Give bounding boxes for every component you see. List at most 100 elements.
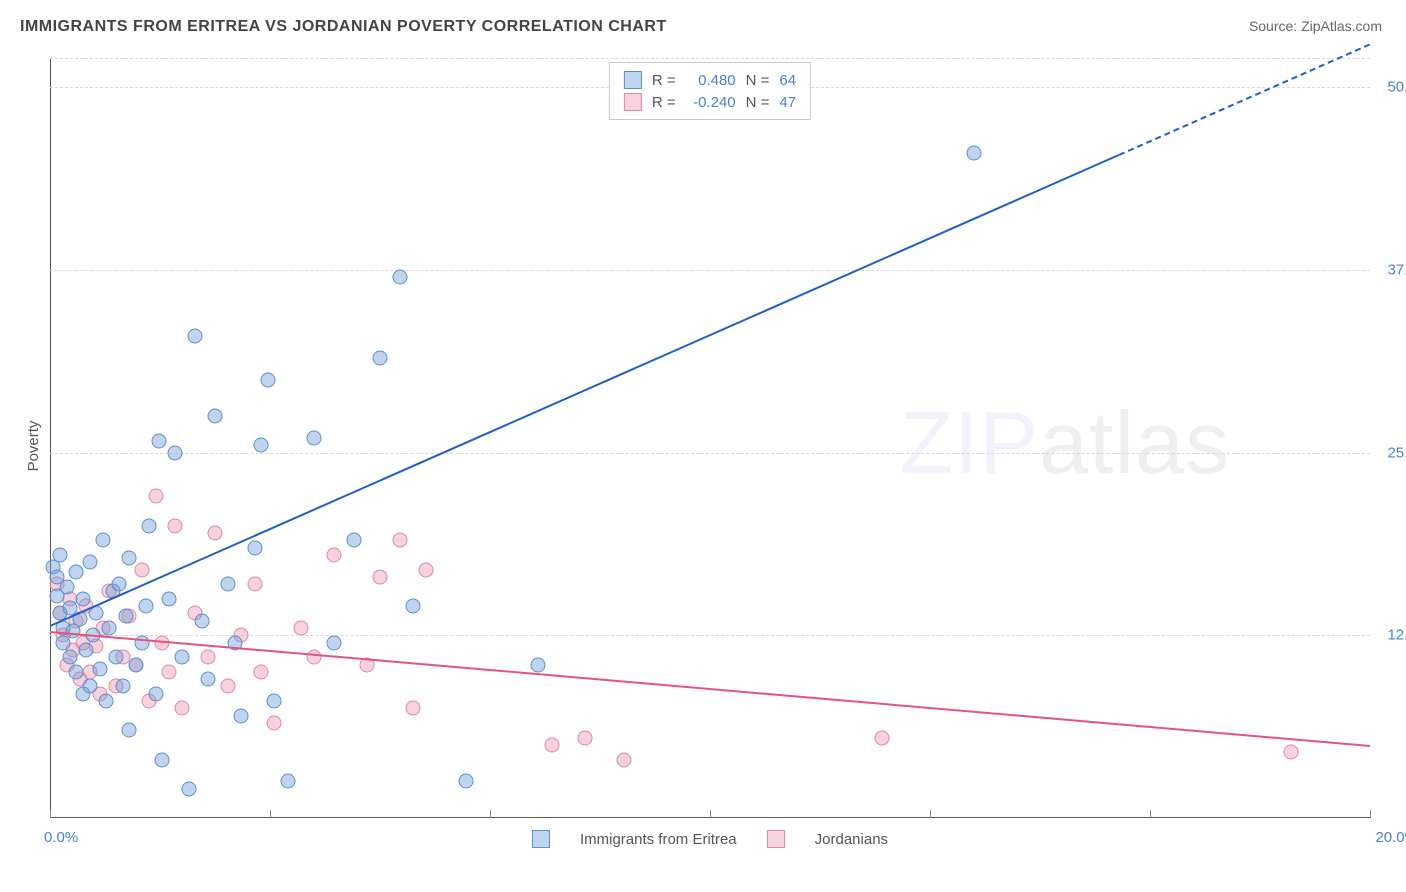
data-point-blue	[82, 555, 97, 570]
data-point-pink	[201, 650, 216, 665]
data-point-blue	[161, 591, 176, 606]
data-point-blue	[115, 679, 130, 694]
series-label-blue: Immigrants from Eritrea	[580, 831, 737, 848]
data-point-blue	[92, 661, 107, 676]
data-point-blue	[142, 518, 157, 533]
data-point-pink	[617, 752, 632, 767]
data-point-blue	[406, 599, 421, 614]
gridline-h	[50, 58, 1370, 59]
x-tick	[270, 810, 271, 818]
data-point-blue	[175, 650, 190, 665]
data-point-blue	[194, 613, 209, 628]
plot-surface: ZIPatlas 12.5%25.0%37.5%50.0%	[50, 58, 1370, 818]
gridline-h	[50, 270, 1370, 271]
data-point-pink	[419, 562, 434, 577]
data-point-blue	[62, 650, 77, 665]
data-point-blue	[967, 146, 982, 161]
data-point-pink	[406, 701, 421, 716]
legend-row-blue: R = 0.480 N = 64	[624, 69, 796, 91]
data-point-pink	[254, 664, 269, 679]
x-tick	[490, 810, 491, 818]
series-label-pink: Jordanians	[815, 831, 888, 848]
data-point-pink	[168, 518, 183, 533]
data-point-blue	[307, 431, 322, 446]
chart-area: ZIPatlas 12.5%25.0%37.5%50.0% R = 0.480 …	[50, 58, 1370, 818]
data-point-pink	[874, 730, 889, 745]
data-point-pink	[221, 679, 236, 694]
data-point-blue	[99, 694, 114, 709]
trend-line-blue-dash	[1119, 43, 1371, 155]
data-point-pink	[293, 621, 308, 636]
swatch-pink	[624, 93, 642, 111]
legend-r-label2: R =	[652, 94, 676, 111]
legend-row-pink: R = -0.240 N = 47	[624, 91, 796, 113]
legend-n-label: N =	[746, 72, 770, 89]
data-point-pink	[392, 533, 407, 548]
data-point-blue	[76, 591, 91, 606]
y-tick-label: 25.0%	[1387, 444, 1406, 461]
data-point-pink	[373, 569, 388, 584]
data-point-pink	[1283, 745, 1298, 760]
source-name: ZipAtlas.com	[1301, 18, 1382, 34]
y-axis-label: Poverty	[25, 421, 42, 472]
data-point-blue	[181, 781, 196, 796]
data-point-blue	[135, 635, 150, 650]
data-point-blue	[69, 565, 84, 580]
data-point-blue	[392, 270, 407, 285]
legend-r-label: R =	[652, 72, 676, 89]
data-point-blue	[52, 547, 67, 562]
legend-r-pink: -0.240	[686, 94, 736, 111]
data-point-blue	[280, 774, 295, 789]
data-point-pink	[161, 664, 176, 679]
legend-r-blue: 0.480	[686, 72, 736, 89]
x-tick	[710, 810, 711, 818]
data-point-pink	[175, 701, 190, 716]
legend-n-blue: 64	[779, 72, 796, 89]
data-point-blue	[531, 657, 546, 672]
y-tick-label: 50.0%	[1387, 79, 1406, 96]
data-point-pink	[326, 547, 341, 562]
correlation-legend: R = 0.480 N = 64 R = -0.240 N = 47	[609, 62, 811, 120]
data-point-blue	[221, 577, 236, 592]
data-point-blue	[148, 686, 163, 701]
x-tick	[50, 810, 51, 818]
x-tick	[930, 810, 931, 818]
data-point-blue	[254, 438, 269, 453]
legend-n-label2: N =	[746, 94, 770, 111]
data-point-blue	[59, 580, 74, 595]
data-point-pink	[135, 562, 150, 577]
series-legend: Immigrants from Eritrea Jordanians	[532, 830, 888, 848]
data-point-pink	[148, 489, 163, 504]
data-point-pink	[267, 716, 282, 731]
data-point-pink	[307, 650, 322, 665]
data-point-blue	[128, 657, 143, 672]
data-point-blue	[247, 540, 262, 555]
data-point-blue	[234, 708, 249, 723]
x-tick	[1370, 810, 1371, 818]
watermark-thin: atlas	[1039, 393, 1230, 492]
y-tick-label: 37.5%	[1387, 261, 1406, 278]
data-point-blue	[326, 635, 341, 650]
data-point-blue	[373, 350, 388, 365]
data-point-blue	[151, 433, 166, 448]
data-point-pink	[247, 577, 262, 592]
data-point-blue	[458, 774, 473, 789]
trend-line-pink	[50, 631, 1370, 747]
gridline-h	[50, 453, 1370, 454]
data-point-pink	[544, 737, 559, 752]
data-point-blue	[168, 445, 183, 460]
y-tick-label: 12.5%	[1387, 627, 1406, 644]
data-point-blue	[122, 723, 137, 738]
data-point-blue	[138, 599, 153, 614]
data-point-blue	[346, 533, 361, 548]
data-point-blue	[208, 409, 223, 424]
chart-title: IMMIGRANTS FROM ERITREA VS JORDANIAN POV…	[20, 18, 667, 36]
watermark: ZIPatlas	[899, 392, 1230, 494]
data-point-pink	[208, 526, 223, 541]
data-point-blue	[260, 372, 275, 387]
data-point-blue	[79, 642, 94, 657]
data-point-blue	[109, 650, 124, 665]
swatch-blue-2	[532, 830, 550, 848]
data-point-blue	[102, 621, 117, 636]
y-axis-line	[50, 58, 51, 818]
